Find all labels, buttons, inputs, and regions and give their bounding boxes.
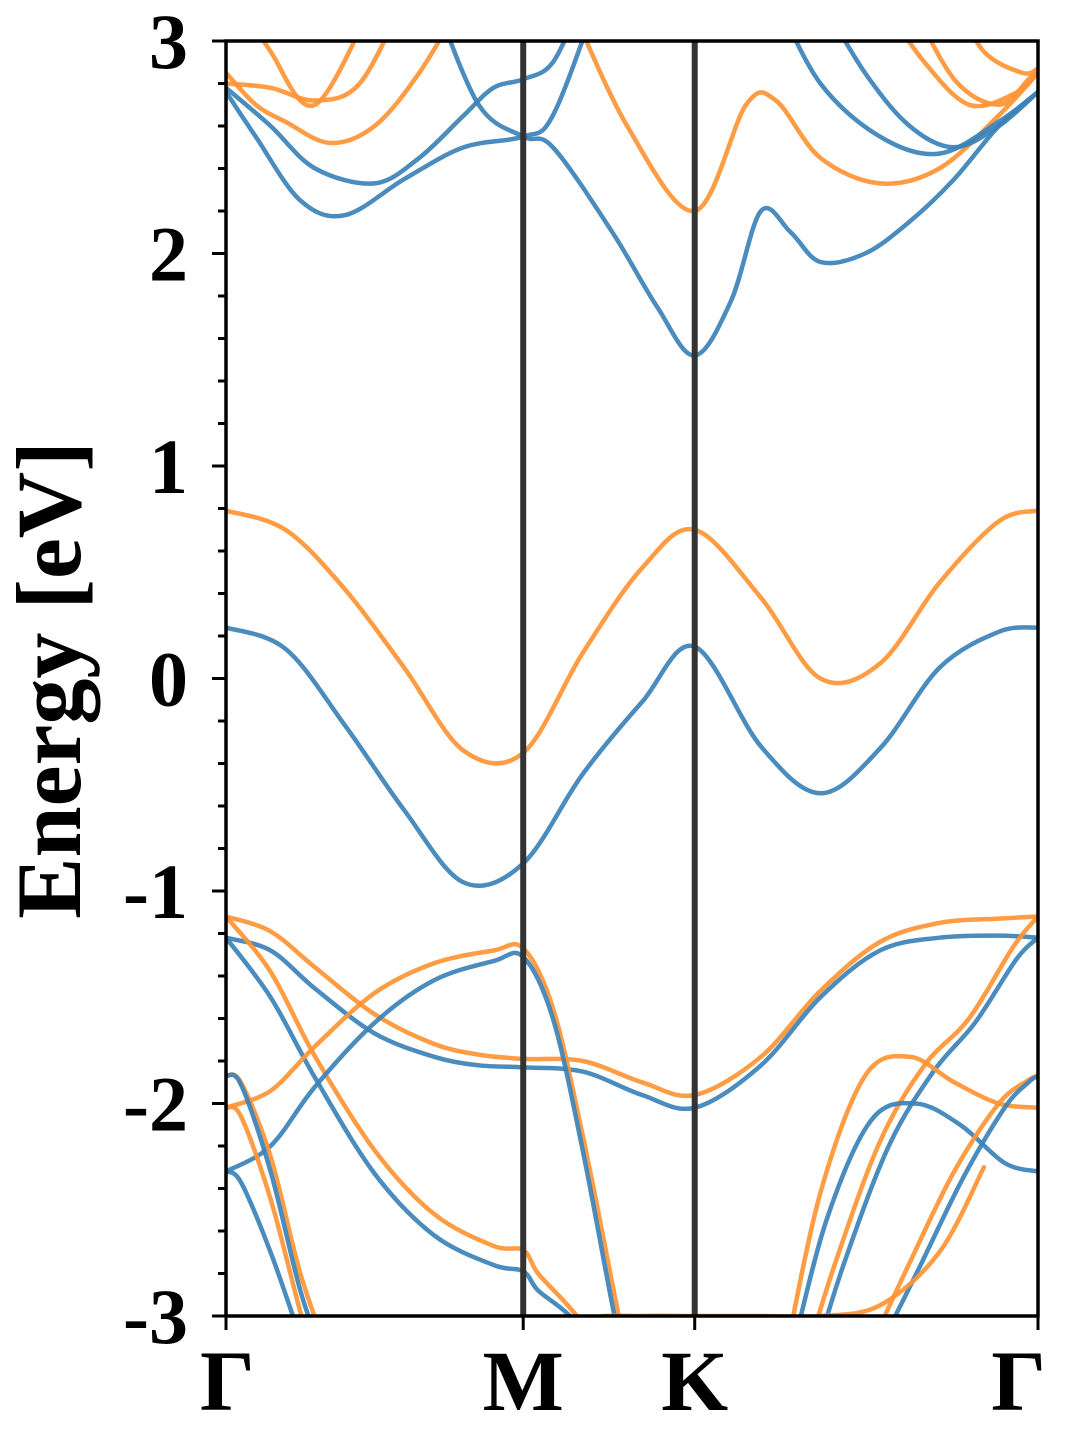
x-tick-label: M xyxy=(483,1333,564,1429)
spin_up-band-15 xyxy=(798,1100,1038,1316)
spin_up-band-25 xyxy=(842,41,1038,150)
x-tick-label: Γ xyxy=(200,1333,255,1429)
spin_down-band-22 xyxy=(583,41,1038,214)
spin_down-band-4 xyxy=(226,914,580,1316)
spin_down-band-30 xyxy=(928,41,1038,107)
spin_down-band-6 xyxy=(226,941,622,1316)
spin_down-band-0 xyxy=(226,508,1038,766)
plot-frame xyxy=(224,39,1040,1318)
y-tick-label: -3 xyxy=(123,1273,188,1360)
spin_up-band-11 xyxy=(226,1169,296,1316)
y-tick-label: 0 xyxy=(149,636,188,723)
x-tick-label: K xyxy=(661,1333,728,1429)
spin_up-band-13 xyxy=(824,935,1038,1316)
spin_up-band-20 xyxy=(447,41,1038,358)
x-tick-label: Γ xyxy=(991,1333,1046,1429)
y-axis-label: Energy [eV] xyxy=(0,441,100,919)
spin_up-band-5 xyxy=(226,935,574,1316)
y-tick-label: 2 xyxy=(149,211,188,298)
spin_down-band-10 xyxy=(226,1104,304,1316)
spin_down-band-27 xyxy=(226,41,387,103)
spin_down-band-29 xyxy=(905,41,1038,109)
y-tick-label: 1 xyxy=(149,423,188,510)
spin_down-band-2 xyxy=(226,914,1038,1099)
spin_up-band-3 xyxy=(226,933,1038,1112)
spin_up-band-23 xyxy=(226,41,567,186)
spin_up-band-24 xyxy=(793,41,1038,157)
band-curves xyxy=(226,41,1038,1316)
y-tick-label: 3 xyxy=(149,0,188,85)
spin_down-band-14 xyxy=(790,1053,1038,1316)
spin_up-band-21 xyxy=(226,41,585,219)
k-point-dividers xyxy=(520,41,698,1316)
spin_down-band-28 xyxy=(261,41,357,109)
spin_down-band-12 xyxy=(815,914,1038,1316)
spin_down-band-18 xyxy=(589,1165,987,1316)
y-tick-label: -1 xyxy=(123,848,188,935)
spin_up-band-7 xyxy=(226,950,617,1316)
spin_down-band-26 xyxy=(226,41,442,146)
spin_up-band-1 xyxy=(226,625,1038,889)
spin_down-band-31 xyxy=(973,41,1038,76)
spin_up-band-9 xyxy=(226,1072,311,1316)
y-axis-ticks: 3 2 1 0 -1 -2 -3 xyxy=(123,0,226,1360)
y-tick-label: -2 xyxy=(123,1061,188,1148)
